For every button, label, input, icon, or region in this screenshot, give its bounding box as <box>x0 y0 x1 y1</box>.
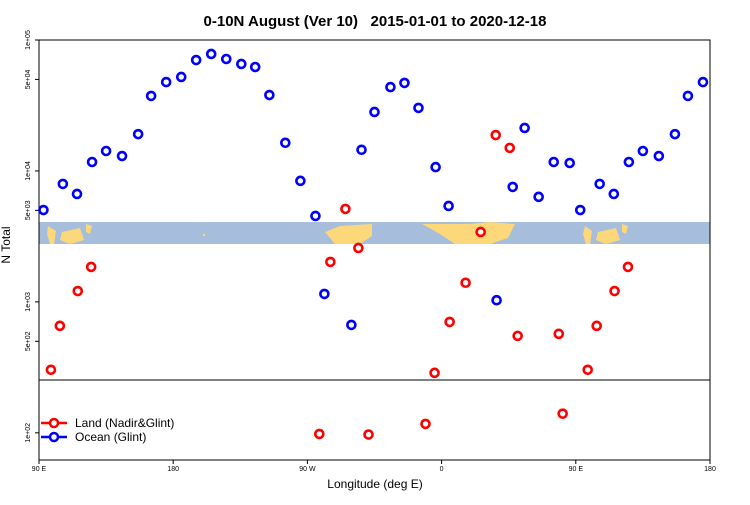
ocean-point <box>413 102 424 114</box>
legend-marker-land <box>48 417 60 429</box>
land-point <box>340 203 351 215</box>
ocean-point <box>564 157 575 169</box>
ocean-point <box>697 76 709 88</box>
ocean-point <box>491 294 502 306</box>
land-point <box>314 428 325 440</box>
ocean-point <box>295 175 306 187</box>
land-point <box>609 285 620 297</box>
y-tick-label: 1e+03 <box>25 292 32 312</box>
ocean-point <box>682 90 694 102</box>
ocean-point <box>443 200 454 212</box>
plot-frame <box>38 39 711 461</box>
ocean-point <box>319 288 330 300</box>
legend-marker-ocean <box>48 431 60 443</box>
x-axis: 90 E 180 90 W 0 90 E 180 <box>32 460 716 473</box>
data-points <box>38 48 709 440</box>
land-point <box>490 129 502 141</box>
ocean-point <box>574 204 586 216</box>
x-tick-label: 90 E <box>32 466 47 473</box>
land-point <box>72 285 84 297</box>
x-tick-label: 90 W <box>299 466 316 473</box>
land-point <box>353 242 364 254</box>
land-point <box>460 277 471 289</box>
ocean-point <box>369 106 380 118</box>
land-point <box>504 142 516 154</box>
land-point <box>363 429 374 440</box>
ocean-point <box>430 161 441 173</box>
ocean-point <box>160 76 172 88</box>
x-tick-label: 180 <box>704 466 716 473</box>
ocean-point <box>399 77 410 89</box>
land-point <box>85 261 97 273</box>
y-axis-label: N Total <box>0 226 13 263</box>
land-point <box>420 418 431 430</box>
ocean-point <box>608 188 620 200</box>
ocean-point <box>310 210 321 222</box>
ocean-point <box>205 48 217 60</box>
ocean-point <box>669 128 681 140</box>
land-point <box>582 364 594 376</box>
ocean-point <box>100 145 112 157</box>
ocean-point <box>637 145 649 157</box>
y-axis: 1e+02 5e+02 1e+03 5e+03 1e+04 5e+04 1e+05 <box>25 30 39 443</box>
ocean-point <box>190 54 202 66</box>
ocean-point <box>145 90 157 102</box>
legend-label-ocean: Ocean (Glint) <box>75 430 146 444</box>
land-point <box>444 316 455 328</box>
ocean-point <box>86 156 98 168</box>
x-axis-label: Longitude (deg E) <box>327 477 422 491</box>
land-point <box>622 261 634 273</box>
land-point <box>429 367 440 379</box>
x-tick-label: 90 E <box>569 466 584 473</box>
x-tick-label: 0 <box>440 466 444 473</box>
ocean-point <box>57 178 69 190</box>
land-point <box>325 256 336 268</box>
y-tick-label: 5e+03 <box>25 200 32 220</box>
legend-label-land: Land (Nadir&Glint) <box>75 416 174 430</box>
land-point <box>512 330 523 342</box>
ocean-point <box>132 128 144 140</box>
y-tick-label: 5e+02 <box>25 331 32 351</box>
land-point <box>54 320 66 332</box>
land-point <box>557 408 568 419</box>
ocean-point <box>38 204 49 216</box>
land-point <box>45 364 57 376</box>
ocean-point <box>594 178 605 190</box>
ocean-point <box>236 58 247 70</box>
ocean-point <box>346 319 357 331</box>
chart-title: 0-10N August (Ver 10) 2015-01-01 to 2020… <box>204 13 547 30</box>
ocean-point <box>175 71 187 83</box>
ocean-point <box>249 61 261 73</box>
ocean-point <box>653 150 665 162</box>
ocean-point <box>548 156 560 168</box>
world-map-strip <box>39 222 710 244</box>
ocean-point <box>623 156 635 168</box>
land-point <box>591 320 602 332</box>
ocean-point <box>519 122 530 134</box>
ocean-point <box>280 137 291 149</box>
ocean-point <box>356 144 367 156</box>
land-point <box>475 226 486 238</box>
ocean-point <box>220 53 232 65</box>
x-tick-label: 180 <box>167 466 179 473</box>
y-tick-label: 1e+04 <box>25 161 32 181</box>
ocean-point <box>264 89 275 101</box>
ocean-point <box>385 81 396 93</box>
ocean-point <box>116 150 128 162</box>
legend: Land (Nadir&Glint) Ocean (Glint) <box>41 416 174 444</box>
ocean-point <box>507 181 519 193</box>
ocean-point <box>533 191 544 203</box>
y-tick-label: 5e+04 <box>25 69 32 89</box>
y-tick-label: 1e+02 <box>25 423 32 443</box>
y-tick-label: 1e+05 <box>25 30 32 50</box>
land-point <box>553 328 565 340</box>
ocean-point <box>71 188 83 200</box>
